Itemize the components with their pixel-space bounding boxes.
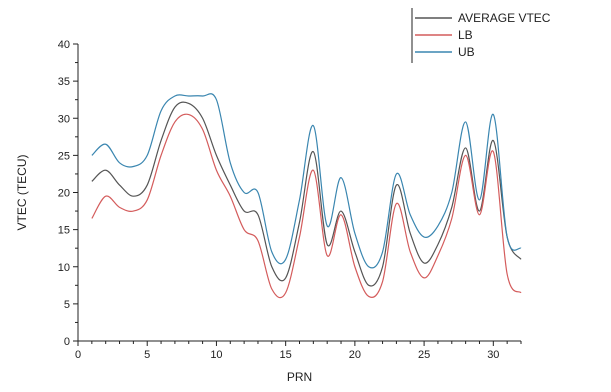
series-line-lb [91, 113, 522, 299]
x-tick-label: 10 [210, 349, 222, 361]
y-tick-label: 35 [58, 76, 70, 88]
y-tick-label: 10 [58, 262, 70, 274]
legend-label: LB [458, 28, 473, 42]
series-layer [91, 93, 522, 299]
y-tick-label: 25 [58, 150, 70, 162]
y-tick-label: 5 [64, 299, 70, 311]
x-tick-label: 5 [144, 349, 150, 361]
y-tick-label: 0 [64, 336, 70, 348]
y-tick-label: 40 [58, 39, 70, 51]
x-axis-label: PRN [287, 370, 312, 384]
series-line-ub [91, 93, 522, 269]
axes: 0 5 10 15 20 25 30 0 5 10 15 20 25 30 35 40 [58, 39, 522, 361]
y-tick-label: 15 [58, 225, 70, 237]
x-tick-label: 15 [280, 349, 292, 361]
x-tick-label: 20 [349, 349, 361, 361]
x-tick-label: 30 [487, 349, 499, 361]
y-tick-label: 20 [58, 188, 70, 200]
x-tick-label: 0 [75, 349, 81, 361]
y-axis-label: VTEC (TECU) [15, 155, 29, 231]
legend: AVERAGE VTEC LB UB [411, 8, 551, 63]
legend-label: UB [458, 45, 475, 59]
series-line-average-vtec [91, 101, 522, 287]
legend-label: AVERAGE VTEC [458, 11, 551, 25]
y-tick-label: 30 [58, 113, 70, 125]
x-tick-label: 25 [418, 349, 430, 361]
